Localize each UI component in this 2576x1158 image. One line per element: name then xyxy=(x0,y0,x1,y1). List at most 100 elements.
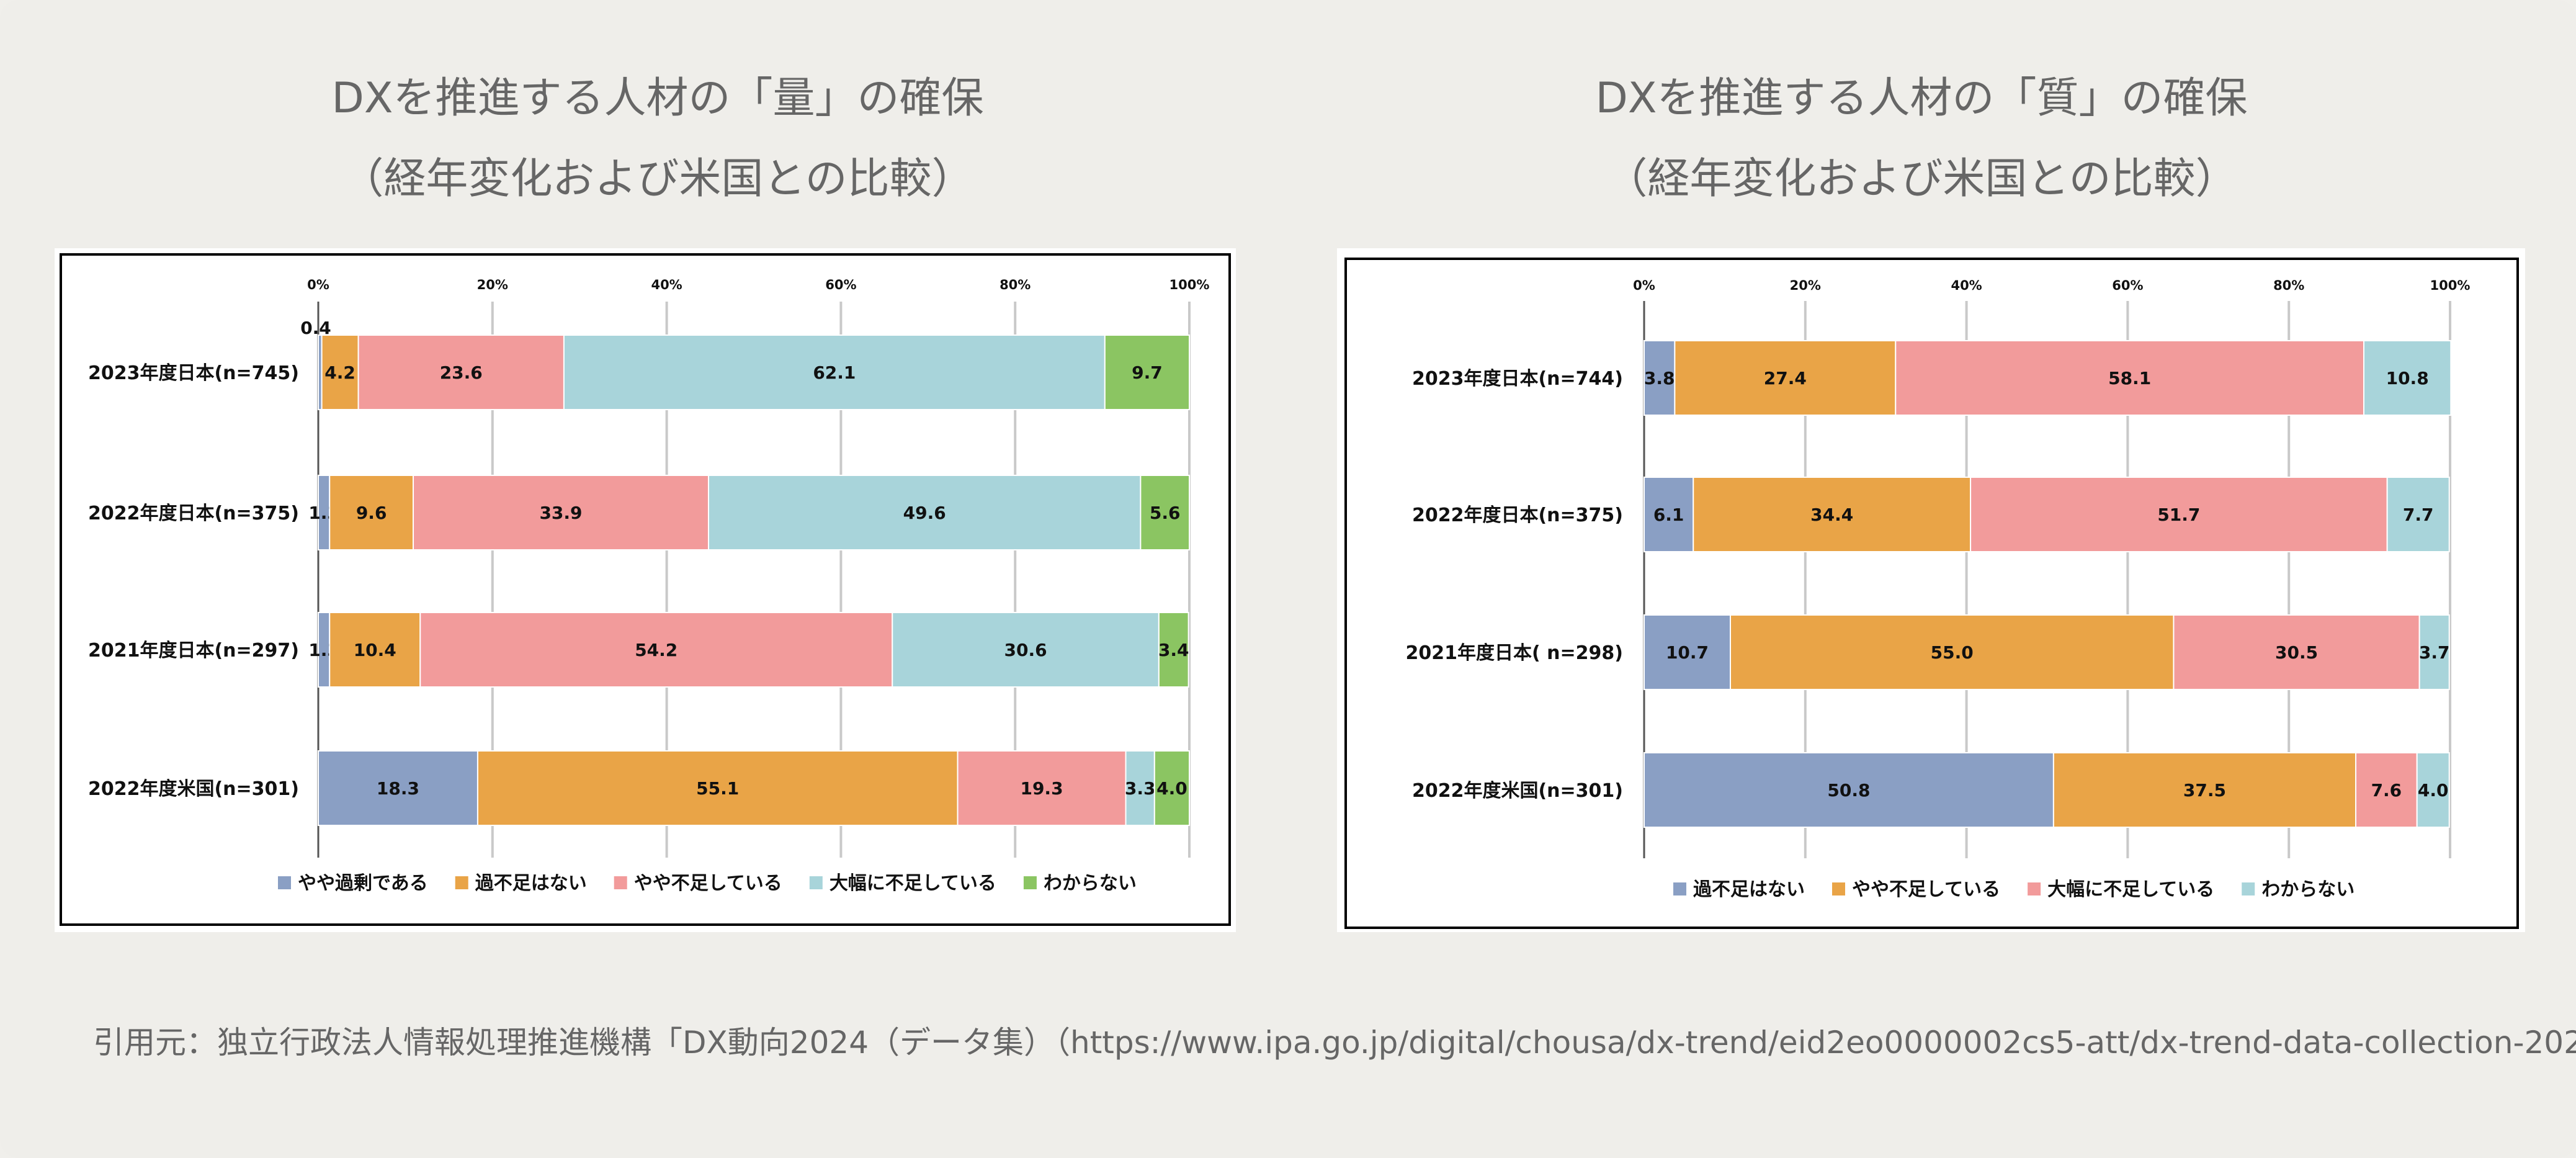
legend-label: 大幅に不足している xyxy=(2047,879,2214,900)
legend-swatch xyxy=(809,876,823,889)
category-label: 2023年度日本(n=745) xyxy=(88,362,299,384)
data-label: 51.7 xyxy=(2157,505,2200,525)
legend-swatch xyxy=(1023,876,1037,889)
bar-segment xyxy=(1674,340,1897,416)
legend-label: 大幅に不足している xyxy=(830,873,996,894)
bar-segment xyxy=(329,475,414,550)
bar-segment xyxy=(2386,477,2450,552)
data-label: 6.1 xyxy=(1653,505,1684,525)
legend-label: やや過剰である xyxy=(298,873,428,894)
legend-swatch xyxy=(1673,882,1686,895)
x-tick-label: 40% xyxy=(1951,278,1982,293)
bar-segment xyxy=(318,750,478,826)
category-label: 2022年度米国(n=301) xyxy=(88,778,299,800)
data-label: 5.6 xyxy=(1150,503,1181,523)
category-label: 2022年度日本(n=375) xyxy=(88,503,299,524)
data-label: 3.8 xyxy=(1644,368,1675,388)
x-tick-label: 0% xyxy=(307,277,329,292)
right-chart-title: DXを推進する人材の「質」の確保 （経年変化および米国との比較） xyxy=(1332,58,2511,220)
x-tick-label: 20% xyxy=(1790,278,1821,293)
bar-segment xyxy=(892,612,1160,688)
category-label: 2021年度日本( n=298) xyxy=(1406,642,1623,664)
right-chart-title-line1: DXを推進する人材の「質」の確保 xyxy=(1595,74,2248,123)
right-chart-title-line2: （経年変化および米国との比較） xyxy=(1605,155,2238,204)
bar-segment xyxy=(2363,340,2452,416)
left-chart-frame xyxy=(60,253,1231,926)
data-label: 55.0 xyxy=(1931,642,1974,663)
bar-segment xyxy=(563,334,1106,410)
data-label: 27.4 xyxy=(1764,368,1807,388)
source-citation: 引用元：独立行政法人情報処理推進機構「DX動向2024（データ集）（https:… xyxy=(93,1025,2576,1061)
data-label: 33.9 xyxy=(539,503,582,523)
data-label: 10.4 xyxy=(354,640,396,660)
legend-label: 過不足はない xyxy=(475,873,587,894)
left-chart-title-line2: （経年変化および米国との比較） xyxy=(341,155,974,204)
x-tick-label: 40% xyxy=(651,277,682,292)
data-label: 30.6 xyxy=(1004,640,1047,660)
x-tick-label: 20% xyxy=(477,277,508,292)
bar-segment xyxy=(1644,614,1731,690)
chart-1-group: 0% 20% 40% 60% 80% 100% 2023年度日本(n=744) 3.8 27.4… xyxy=(1406,278,2471,900)
bar-segment xyxy=(1895,340,2365,416)
category-label: 2022年度米国(n=301) xyxy=(1412,780,1623,802)
data-label: 9.6 xyxy=(356,503,387,523)
bar-segment xyxy=(1644,477,1694,552)
legend-label: 過不足はない xyxy=(1693,879,1805,900)
data-label: 9.7 xyxy=(1132,362,1163,383)
x-tick-label: 80% xyxy=(1000,277,1031,292)
data-label: 50.8 xyxy=(1827,780,1870,801)
bar-segment xyxy=(321,334,359,410)
category-label: 2021年度日本(n=297) xyxy=(88,640,299,662)
x-tick-label: 100% xyxy=(2430,278,2471,293)
x-tick-label: 60% xyxy=(825,277,856,292)
bar-segment xyxy=(1125,750,1155,826)
data-label: 34.4 xyxy=(1810,505,1853,525)
data-label: 10.7 xyxy=(1666,642,1709,663)
category-label: 2023年度日本(n=744) xyxy=(1412,368,1623,390)
legend-label: やや不足している xyxy=(1852,879,2000,900)
bar-segment xyxy=(2355,752,2418,828)
bar-segment xyxy=(1693,477,1972,552)
data-label: 58.1 xyxy=(2108,368,2151,388)
bar-segment xyxy=(2418,614,2450,690)
legend-swatch xyxy=(2242,882,2255,895)
x-tick-label: 60% xyxy=(2112,278,2143,293)
data-label: 4.0 xyxy=(1156,778,1187,799)
chart-0-group: 0% 20% 40% 60% 80% 100%2023年度日本(n=745)0.44.2 2… xyxy=(88,277,1209,894)
bar-segment xyxy=(1140,475,1190,550)
bar-segment xyxy=(476,750,959,826)
right-chart-frame xyxy=(1344,258,2519,929)
category-label: 2022年度日本(n=375) xyxy=(1412,505,1623,526)
bar-segment xyxy=(329,612,421,688)
bar-segment xyxy=(357,334,565,410)
data-label: 37.5 xyxy=(2183,780,2226,801)
legend-swatch xyxy=(278,876,291,889)
data-label: 3.3 xyxy=(1125,778,1156,799)
data-label: 10.8 xyxy=(2386,368,2429,388)
data-label: 7.7 xyxy=(2403,505,2434,525)
data-label: 23.6 xyxy=(440,362,483,383)
left-chart-title-line1: DXを推進する人材の「量」の確保 xyxy=(331,74,984,123)
data-label: 54.2 xyxy=(635,640,678,660)
bar-segment xyxy=(413,475,709,550)
legend-swatch xyxy=(614,876,627,889)
bar-segment xyxy=(2173,614,2420,690)
data-label: 30.5 xyxy=(2275,642,2318,663)
bar-segment xyxy=(2052,752,2357,828)
bar-segment xyxy=(707,475,1142,550)
bar-segment xyxy=(957,750,1127,826)
x-tick-label: 80% xyxy=(2273,278,2304,293)
data-label: 3.4 xyxy=(1158,640,1189,660)
left-chart-title: DXを推進する人材の「量」の確保 （経年変化および米国との比較） xyxy=(68,58,1247,220)
bar-segment xyxy=(1153,750,1190,826)
bar-segment xyxy=(419,612,893,688)
data-label: 62.1 xyxy=(813,362,856,383)
bar-segment xyxy=(1158,612,1189,688)
data-label: 19.3 xyxy=(1020,778,1063,799)
data-label: 55.1 xyxy=(696,778,739,799)
bar-segment xyxy=(1970,477,2388,552)
legend-label: わからない xyxy=(1044,873,1137,894)
